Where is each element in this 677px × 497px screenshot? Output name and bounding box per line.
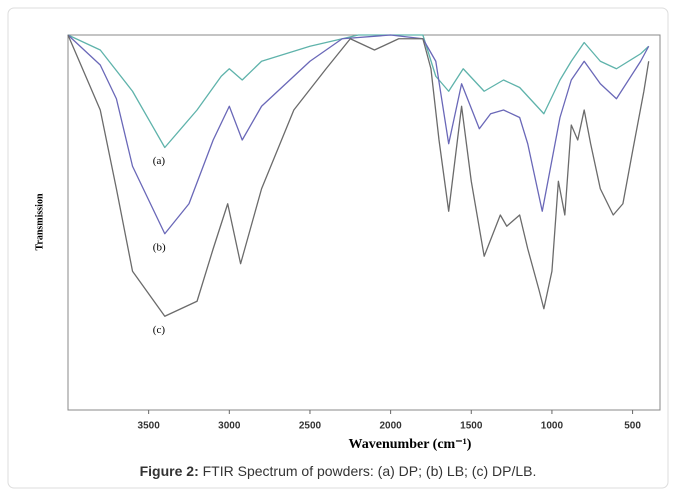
y-axis-label: Transmission xyxy=(34,193,45,250)
spectrum-line xyxy=(67,34,650,317)
series-label: (b) xyxy=(153,241,166,253)
x-tick-label: 3500 xyxy=(138,421,161,432)
x-tick-label: 3000 xyxy=(218,421,241,432)
x-tick-label: 1000 xyxy=(541,421,564,432)
spectrum-line xyxy=(67,34,650,149)
figure-frame xyxy=(7,7,669,489)
spectrum-line xyxy=(67,34,650,235)
series-label: (c) xyxy=(153,324,166,336)
series-label: (a) xyxy=(153,155,166,167)
x-axis-label: Wavenumber (cm⁻¹) xyxy=(349,437,472,452)
caption: Figure 2: FTIR Spectrum of powders: (a) … xyxy=(140,463,537,479)
x-tick-label: 1500 xyxy=(460,421,483,432)
caption-text: FTIR Spectrum of powders: (a) DP; (b) LB… xyxy=(203,463,537,479)
x-tick-label: 500 xyxy=(624,421,641,432)
x-tick-label: 2000 xyxy=(379,421,402,432)
x-tick-label: 2500 xyxy=(299,421,322,432)
caption-label: Figure 2: xyxy=(140,463,199,479)
